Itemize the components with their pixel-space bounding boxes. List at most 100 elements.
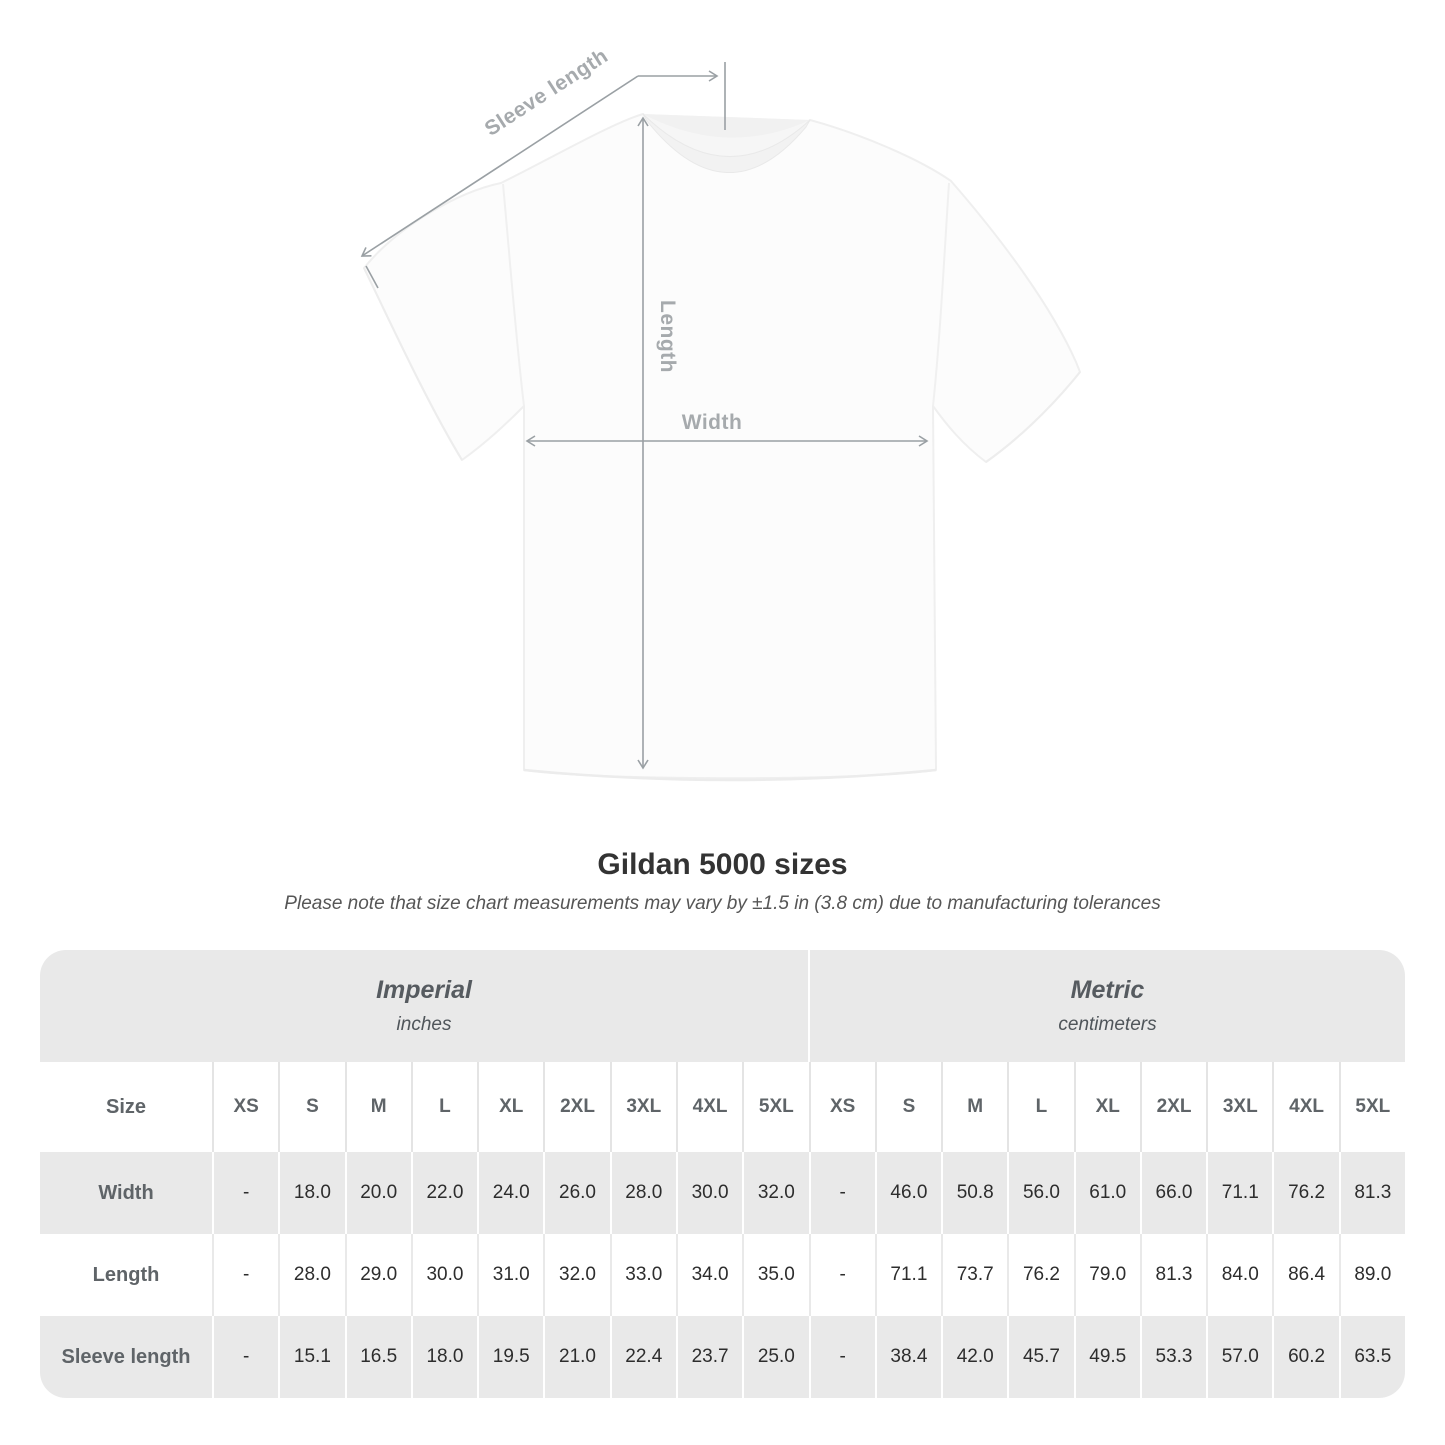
width-imp-5xl: 32.0	[742, 1152, 808, 1234]
length-met-2xl: 81.3	[1139, 1234, 1206, 1316]
heading: Gildan 5000 sizes Please note that size …	[0, 848, 1445, 915]
collar-band	[642, 113, 811, 173]
size-header-imp-xs: XS	[212, 1062, 278, 1152]
size-header-met-xl: XL	[1073, 1062, 1140, 1152]
length-met-5xl: 89.0	[1338, 1234, 1405, 1316]
left-cuff-shadow	[363, 267, 463, 461]
size-header-met-s: S	[874, 1062, 941, 1152]
sleeve-length-line	[360, 75, 639, 257]
imperial-label: Imperial	[376, 976, 472, 1004]
size-header-imp-s: S	[278, 1062, 344, 1152]
width-imp-xs: -	[212, 1152, 278, 1234]
size-header-met-3xl: 3XL	[1206, 1062, 1272, 1152]
width-label: Width	[682, 411, 743, 434]
metric-section-header: Metric centimeters	[808, 950, 1405, 1062]
sleeve-met-3xl: 57.0	[1206, 1316, 1272, 1398]
length-imp-xl: 31.0	[477, 1234, 543, 1316]
length-met-xl: 79.0	[1073, 1234, 1140, 1316]
size-header-imp-m: M	[344, 1062, 411, 1152]
table-row-sleeve-length: Sleeve length - 15.1 16.5 18.0 19.5 21.0…	[40, 1316, 1405, 1398]
sleeve-imp-3xl: 22.4	[609, 1316, 676, 1398]
size-table: Imperial inches Metric centimeters Size …	[40, 950, 1405, 1398]
sleeve-met-s: 38.4	[874, 1316, 941, 1398]
width-met-3xl: 71.1	[1206, 1152, 1272, 1234]
sleeve-met-4xl: 60.2	[1272, 1316, 1338, 1398]
metric-label: Metric	[1070, 976, 1145, 1004]
sleeve-imp-xs: -	[212, 1316, 278, 1398]
tshirt-silhouette	[363, 113, 1081, 782]
size-header-met-m: M	[941, 1062, 1007, 1152]
imperial-section-header: Imperial inches	[40, 950, 808, 1062]
left-sleeve-seam	[502, 183, 525, 407]
width-imp-4xl: 30.0	[675, 1152, 742, 1234]
size-header-met-xs: XS	[808, 1062, 875, 1152]
length-imp-3xl: 33.0	[609, 1234, 676, 1316]
sleeve-imp-5xl: 25.0	[742, 1316, 808, 1398]
sleeve-met-l: 45.7	[1007, 1316, 1073, 1398]
sleeve-imp-xl: 19.5	[477, 1316, 543, 1398]
size-header-met-4xl: 4XL	[1272, 1062, 1338, 1152]
dimension-lines	[360, 62, 929, 770]
length-met-s: 71.1	[874, 1234, 941, 1316]
length-met-4xl: 86.4	[1272, 1234, 1338, 1316]
length-imp-2xl: 32.0	[543, 1234, 609, 1316]
width-met-s: 46.0	[874, 1152, 941, 1234]
sleeve-met-m: 42.0	[941, 1316, 1007, 1398]
tshirt-measurement-diagram: Sleeve length Length Width	[360, 44, 1081, 782]
width-imp-s: 18.0	[278, 1152, 344, 1234]
size-header-imp-4xl: 4XL	[675, 1062, 742, 1152]
size-header-imp-l: L	[410, 1062, 477, 1152]
sleeve-length-overshoot	[365, 265, 379, 289]
length-met-m: 73.7	[941, 1234, 1007, 1316]
length-met-l: 76.2	[1007, 1234, 1073, 1316]
length-met-xs: -	[808, 1234, 875, 1316]
hem-shadow	[523, 768, 937, 782]
size-header-imp-2xl: 2XL	[543, 1062, 609, 1152]
size-header-met-5xl: 5XL	[1338, 1062, 1405, 1152]
right-cuff-shadow	[985, 371, 1081, 463]
size-header-met-l: L	[1007, 1062, 1073, 1152]
row-label-sleeve-length: Sleeve length	[61, 1345, 191, 1368]
table-row-width: Width - 18.0 20.0 22.0 24.0 26.0 28.0 30…	[40, 1152, 1405, 1234]
length-met-3xl: 84.0	[1206, 1234, 1272, 1316]
width-imp-3xl: 28.0	[609, 1152, 676, 1234]
table-row-length: Length - 28.0 29.0 30.0 31.0 32.0 33.0 3…	[40, 1234, 1405, 1316]
width-imp-xl: 24.0	[477, 1152, 543, 1234]
length-imp-4xl: 34.0	[675, 1234, 742, 1316]
row-label-width: Width	[98, 1181, 154, 1204]
width-met-xs: -	[808, 1152, 875, 1234]
sleeve-imp-s: 15.1	[278, 1316, 344, 1398]
width-met-4xl: 76.2	[1272, 1152, 1338, 1234]
sleeve-met-2xl: 53.3	[1139, 1316, 1206, 1398]
size-header-row: Size XS S M L XL 2XL 3XL 4XL 5XL XS S M …	[40, 1062, 1405, 1152]
sleeve-met-xl: 49.5	[1073, 1316, 1140, 1398]
width-met-2xl: 66.0	[1139, 1152, 1206, 1234]
length-imp-xs: -	[212, 1234, 278, 1316]
page-title: Gildan 5000 sizes	[597, 848, 848, 881]
width-imp-l: 22.0	[410, 1152, 477, 1234]
length-label: Length	[656, 300, 679, 373]
back-collar	[643, 114, 810, 138]
size-header-imp-3xl: 3XL	[609, 1062, 676, 1152]
size-header-imp-xl: XL	[477, 1062, 543, 1152]
sleeve-met-5xl: 63.5	[1338, 1316, 1405, 1398]
sleeve-imp-m: 16.5	[344, 1316, 411, 1398]
sleeve-imp-2xl: 21.0	[543, 1316, 609, 1398]
width-met-xl: 61.0	[1073, 1152, 1140, 1234]
length-imp-s: 28.0	[278, 1234, 344, 1316]
width-met-5xl: 81.3	[1338, 1152, 1405, 1234]
row-label-length: Length	[92, 1263, 160, 1286]
width-met-m: 50.8	[941, 1152, 1007, 1234]
sleeve-length-label: Sleeve length	[481, 44, 613, 141]
width-imp-2xl: 26.0	[543, 1152, 609, 1234]
units-band: Imperial inches Metric centimeters	[40, 950, 1405, 1062]
tshirt-diagram-svg: Sleeve length Length Width	[360, 44, 1081, 782]
length-imp-m: 29.0	[344, 1234, 411, 1316]
size-header-imp-5xl: 5XL	[742, 1062, 808, 1152]
inches-label: inches	[396, 1014, 452, 1035]
length-imp-5xl: 35.0	[742, 1234, 808, 1316]
width-met-l: 56.0	[1007, 1152, 1073, 1234]
sleeve-imp-l: 18.0	[410, 1316, 477, 1398]
width-imp-m: 20.0	[344, 1152, 411, 1234]
